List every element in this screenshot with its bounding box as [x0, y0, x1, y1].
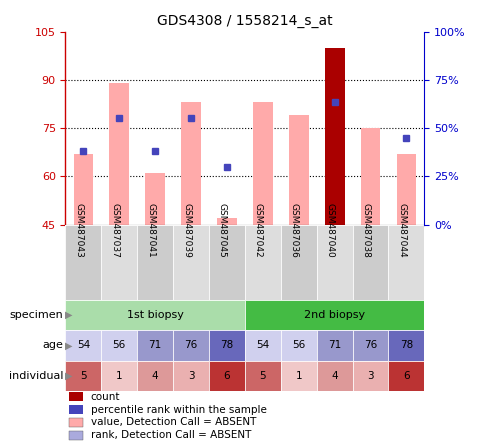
Bar — [360, 128, 379, 225]
Bar — [288, 115, 308, 225]
Bar — [352, 225, 388, 300]
Bar — [65, 225, 101, 300]
Bar — [137, 330, 173, 361]
Bar — [69, 392, 83, 401]
Text: 56: 56 — [291, 341, 305, 350]
Text: GSM487040: GSM487040 — [325, 203, 334, 258]
Bar — [244, 225, 280, 300]
Bar — [244, 300, 424, 330]
Bar — [137, 361, 173, 391]
Text: ▶: ▶ — [65, 341, 72, 350]
Bar — [280, 330, 316, 361]
Text: 54: 54 — [256, 341, 269, 350]
Bar — [388, 225, 424, 300]
Bar — [316, 361, 352, 391]
Text: 54: 54 — [76, 341, 90, 350]
Text: 71: 71 — [327, 341, 341, 350]
Bar — [101, 361, 137, 391]
Text: 5: 5 — [80, 371, 87, 381]
Bar — [109, 83, 129, 225]
Bar — [316, 330, 352, 361]
Bar — [244, 361, 280, 391]
Bar — [209, 330, 244, 361]
Text: 76: 76 — [363, 341, 377, 350]
Bar — [137, 225, 173, 300]
Text: 71: 71 — [148, 341, 162, 350]
Bar — [65, 361, 101, 391]
Bar — [101, 225, 137, 300]
Bar — [181, 103, 200, 225]
Text: 1: 1 — [116, 371, 122, 381]
Text: 1: 1 — [295, 371, 302, 381]
Bar — [69, 405, 83, 414]
Bar — [173, 225, 209, 300]
Text: GSM487039: GSM487039 — [182, 203, 191, 258]
Bar — [173, 330, 209, 361]
Text: GSM487045: GSM487045 — [217, 203, 227, 258]
Text: individual: individual — [9, 371, 63, 381]
Text: age: age — [42, 341, 63, 350]
Text: GSM487043: GSM487043 — [74, 203, 83, 258]
Bar — [101, 330, 137, 361]
Bar — [253, 103, 272, 225]
Text: specimen: specimen — [9, 310, 63, 320]
Text: count: count — [91, 392, 120, 402]
Bar — [74, 154, 93, 225]
Bar — [217, 218, 236, 225]
Bar — [65, 330, 101, 361]
Text: GSM487038: GSM487038 — [361, 203, 370, 258]
Bar — [173, 361, 209, 391]
Text: GSM487041: GSM487041 — [146, 203, 155, 258]
Text: 2nd biopsy: 2nd biopsy — [303, 310, 364, 320]
Text: 3: 3 — [366, 371, 373, 381]
Bar — [316, 225, 352, 300]
Text: 6: 6 — [402, 371, 409, 381]
Text: 5: 5 — [259, 371, 266, 381]
Bar — [209, 225, 244, 300]
Bar — [69, 418, 83, 427]
Text: 56: 56 — [112, 341, 126, 350]
Text: GSM487037: GSM487037 — [110, 203, 119, 258]
Bar — [209, 361, 244, 391]
Bar — [388, 330, 424, 361]
Bar — [69, 431, 83, 440]
Text: 3: 3 — [187, 371, 194, 381]
Bar — [244, 330, 280, 361]
Text: 4: 4 — [331, 371, 337, 381]
Text: 78: 78 — [399, 341, 412, 350]
Text: 76: 76 — [184, 341, 197, 350]
Text: value, Detection Call = ABSENT: value, Detection Call = ABSENT — [91, 417, 256, 428]
Text: 6: 6 — [223, 371, 230, 381]
Text: rank, Detection Call = ABSENT: rank, Detection Call = ABSENT — [91, 430, 250, 440]
Bar — [280, 225, 316, 300]
Bar — [396, 154, 415, 225]
Title: GDS4308 / 1558214_s_at: GDS4308 / 1558214_s_at — [157, 14, 332, 28]
Bar — [324, 48, 344, 225]
Text: 4: 4 — [151, 371, 158, 381]
Bar — [280, 361, 316, 391]
Bar — [352, 330, 388, 361]
Text: percentile rank within the sample: percentile rank within the sample — [91, 404, 266, 415]
Text: 78: 78 — [220, 341, 233, 350]
Bar — [388, 361, 424, 391]
Bar — [352, 361, 388, 391]
Text: ▶: ▶ — [65, 371, 72, 381]
Text: 1st biopsy: 1st biopsy — [126, 310, 183, 320]
Bar — [65, 300, 244, 330]
Text: GSM487036: GSM487036 — [289, 203, 298, 258]
Text: ▶: ▶ — [65, 310, 72, 320]
Bar — [145, 173, 165, 225]
Text: GSM487042: GSM487042 — [253, 203, 262, 258]
Text: GSM487044: GSM487044 — [396, 203, 406, 258]
